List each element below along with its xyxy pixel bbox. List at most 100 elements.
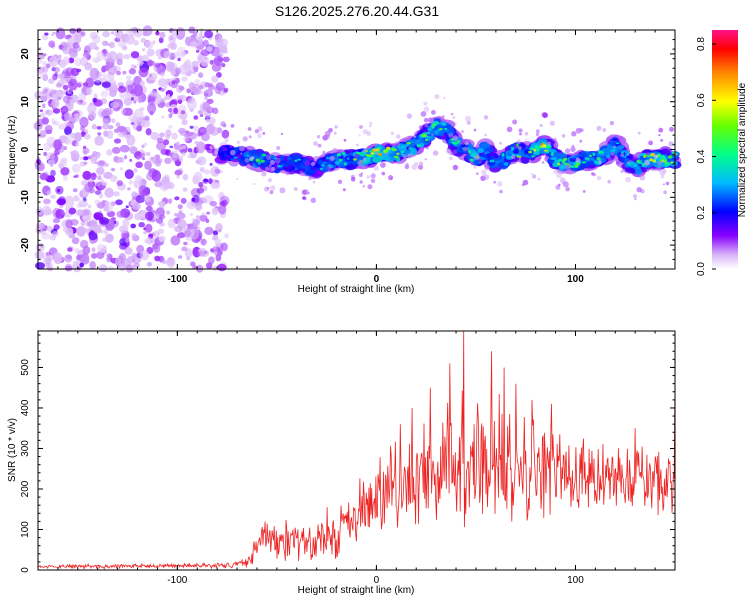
ridge-mark [223,153,228,157]
ridge-mark [334,160,340,165]
noise-blob [163,86,167,91]
ridge-mark [533,148,537,152]
noise-blob [212,230,219,236]
ridge-halo-dot [424,158,427,161]
noise-blob [60,167,70,176]
noise-blob [74,117,81,122]
noise-blob [94,135,104,146]
noise-blob [193,219,201,228]
noise-blob [204,96,208,100]
noise-blob [173,51,180,59]
ridge-halo-dot [541,112,548,118]
ridge-halo-dot [559,151,563,155]
noise-blob [143,231,147,235]
ridge-mark [336,153,342,157]
ridge-mark [524,149,530,154]
noise-blob [205,218,210,224]
ridge-halo-dot [579,139,583,143]
noise-blob [44,125,53,134]
noise-blob [145,211,154,221]
noise-blob [63,121,68,126]
ridge-halo-dot [524,131,529,136]
ridge-halo-dot [443,96,446,100]
noise-blob [123,53,131,60]
y-tick-label: 10 [20,96,31,108]
ridge-mark [657,153,662,157]
colorbar: 0.0 0.2 0.4 0.6 0.8 Normalized spectral ampl… [696,30,748,276]
noise-blob [196,215,200,219]
ridge-mark [257,161,261,165]
noise-blob [65,219,73,229]
noise-blob [176,175,180,179]
noise-blob [153,62,163,73]
noise-blob [171,132,178,140]
noise-blob [61,107,69,113]
ridge-mark [617,145,625,150]
ridge-halo-dot [406,136,409,139]
noise-blob [215,34,220,40]
ridge-mark [282,165,288,171]
ridge-halo-dot [354,153,359,159]
noise-blob [67,247,73,252]
ridge-halo-dot [519,132,522,136]
ridge-mark [385,146,391,150]
noise-blob [88,231,98,241]
ridge-mark [650,152,656,157]
noise-blob [189,125,194,129]
ridge-mark [611,137,618,142]
noise-blob [142,25,153,37]
noise-blob [134,212,142,221]
noise-blob [148,73,153,78]
noise-blob [125,75,132,80]
ridge-halo-dot [629,159,632,163]
ridge-halo-dot [452,135,459,141]
noise-blob [125,79,134,86]
noise-blob [141,144,145,149]
noise-blob [171,80,176,85]
ridge-halo-dot [632,194,638,199]
ridge-halo-dot [470,161,475,166]
spectrogram-y-axis-label: Frequency (Hz) [7,116,18,185]
snr-x-axis-label: Height of straight line (km) [298,585,415,596]
ridge-halo-dot [420,111,427,117]
ridge-mark [558,158,563,162]
noise-blob [112,146,121,154]
noise-blob [74,247,80,254]
noise-blob [64,227,74,236]
noise-blob [223,87,229,93]
noise-blob [36,162,45,172]
noise-blob [88,204,92,209]
noise-blob [71,163,81,174]
ridge-mark [378,152,383,157]
y-tick-label: 400 [20,399,31,416]
ridge-halo-dot [513,144,518,149]
ridge-mark [230,158,235,161]
y-tick-label: 0 [20,146,31,152]
noise-blob [201,132,210,142]
ridge-halo-dot [609,134,614,140]
noise-blob [62,77,70,84]
ridge-halo-dot [658,134,661,137]
noise-blob [155,30,160,36]
ridge-mark [592,152,596,157]
ridge-halo-dot [266,155,272,161]
noise-blob [42,103,46,108]
noise-blob [189,228,200,240]
noise-blob [136,31,141,35]
ridge-mark [470,149,476,152]
ridge-halo-dot [660,175,665,179]
noise-blob [84,62,93,71]
noise-blob [69,51,78,59]
ridge-halo-dot [445,148,451,154]
noise-blob [89,261,96,270]
noise-blob [166,260,173,266]
ridge-halo-dot [466,120,471,125]
noise-blob [96,167,105,175]
ridge-halo-dot [307,192,310,195]
noise-blob [115,199,123,206]
ridge-halo-dot [528,159,532,163]
noise-blob [135,116,144,123]
ridge-halo-dot [596,175,602,181]
ridge-halo-dot [570,146,576,153]
noise-blob [107,64,117,76]
